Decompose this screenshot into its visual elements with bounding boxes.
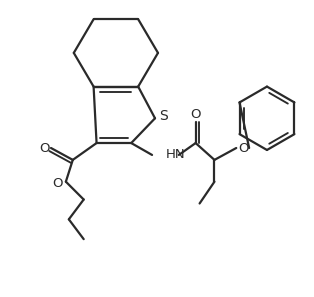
Text: O: O [190,108,201,121]
Text: O: O [53,177,63,190]
Text: O: O [39,141,49,154]
Text: HN: HN [166,148,186,162]
Text: S: S [160,109,168,123]
Text: O: O [238,141,248,154]
